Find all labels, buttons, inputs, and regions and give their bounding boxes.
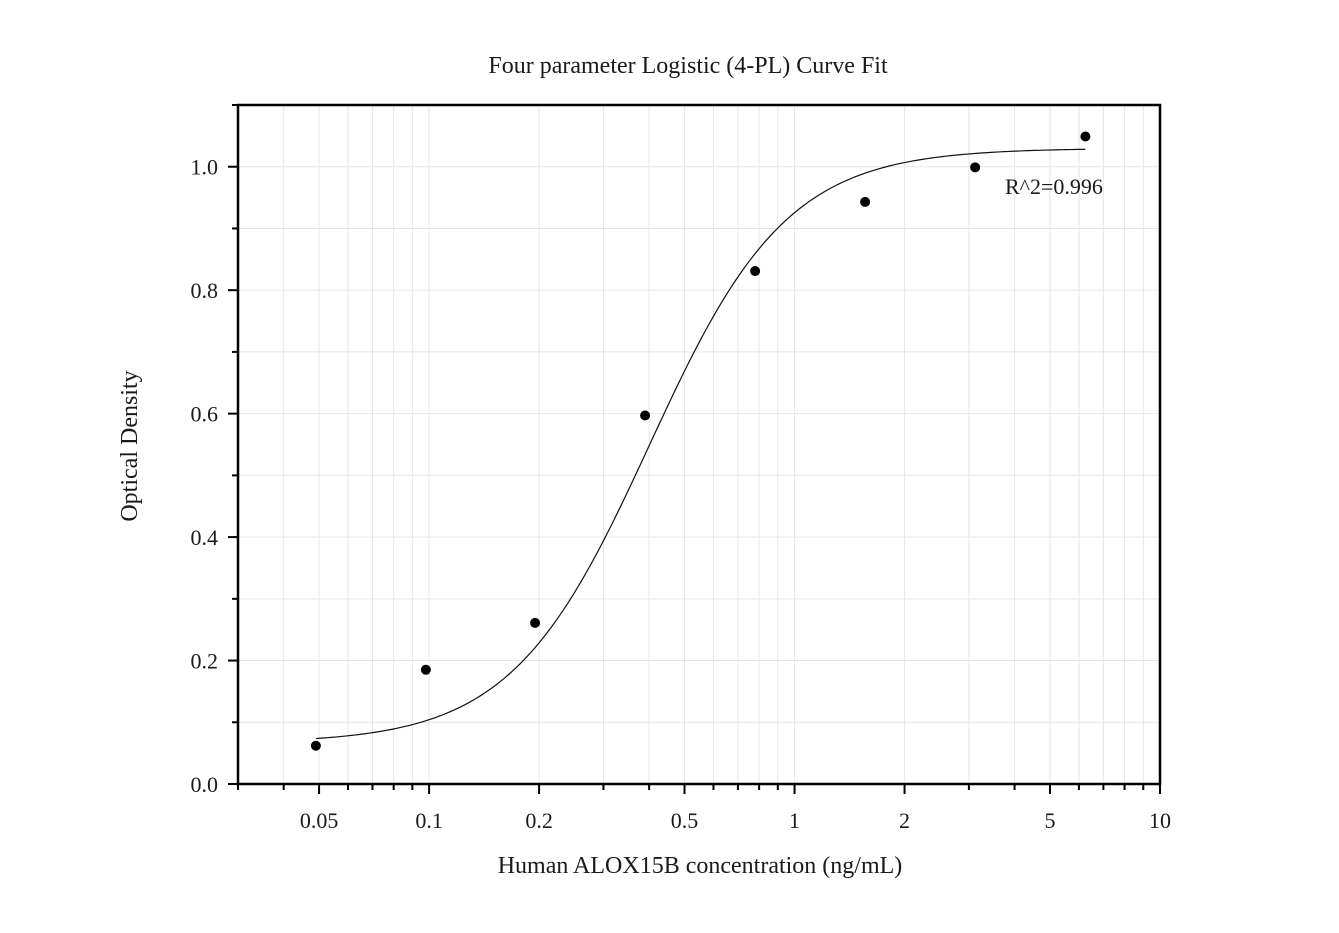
x-tick-label: 0.2 [525, 808, 553, 833]
y-tick-label: 1.0 [191, 155, 219, 180]
y-tick-label: 0.6 [191, 402, 219, 427]
data-point [310, 740, 321, 751]
y-tick-label: 0.4 [191, 525, 219, 550]
x-tick-label: 0.1 [415, 808, 443, 833]
y-tick-label: 0.0 [191, 772, 219, 797]
x-tick-label: 1 [789, 808, 800, 833]
y-axis-label: Optical Density [117, 370, 143, 521]
data-point [640, 410, 651, 421]
x-axis-label: Human ALOX15B concentration (ng/mL) [498, 853, 903, 879]
y-tick-label: 0.2 [191, 649, 219, 674]
x-tick-label: 5 [1044, 808, 1055, 833]
fit-curve [315, 148, 1086, 740]
x-tick-label: 2 [899, 808, 910, 833]
y-tick-label: 0.8 [191, 278, 219, 303]
axis-ticks [228, 104, 1161, 794]
x-tick-label: 0.05 [300, 808, 339, 833]
x-tick-label: 0.5 [671, 808, 699, 833]
r-squared-annotation: R^2=0.996 [1005, 174, 1103, 199]
plot-frame [236, 103, 1162, 786]
chart-title: Four parameter Logistic (4-PL) Curve Fit [488, 53, 888, 79]
fit-curve-layer [315, 148, 1086, 740]
data-point [420, 664, 431, 675]
tick-labels: 0.05 0.1 0.2 0.5 1 2 5 10 0.0 0.2 0.4 0.6 0.8 1.0 [191, 155, 1172, 833]
data-point [970, 162, 981, 173]
data-points [310, 131, 1091, 751]
data-point [860, 196, 871, 207]
data-point [530, 617, 541, 628]
x-tick-label: 10 [1149, 808, 1171, 833]
data-point [1080, 131, 1091, 142]
data-point [750, 266, 761, 277]
grid [237, 105, 1161, 784]
